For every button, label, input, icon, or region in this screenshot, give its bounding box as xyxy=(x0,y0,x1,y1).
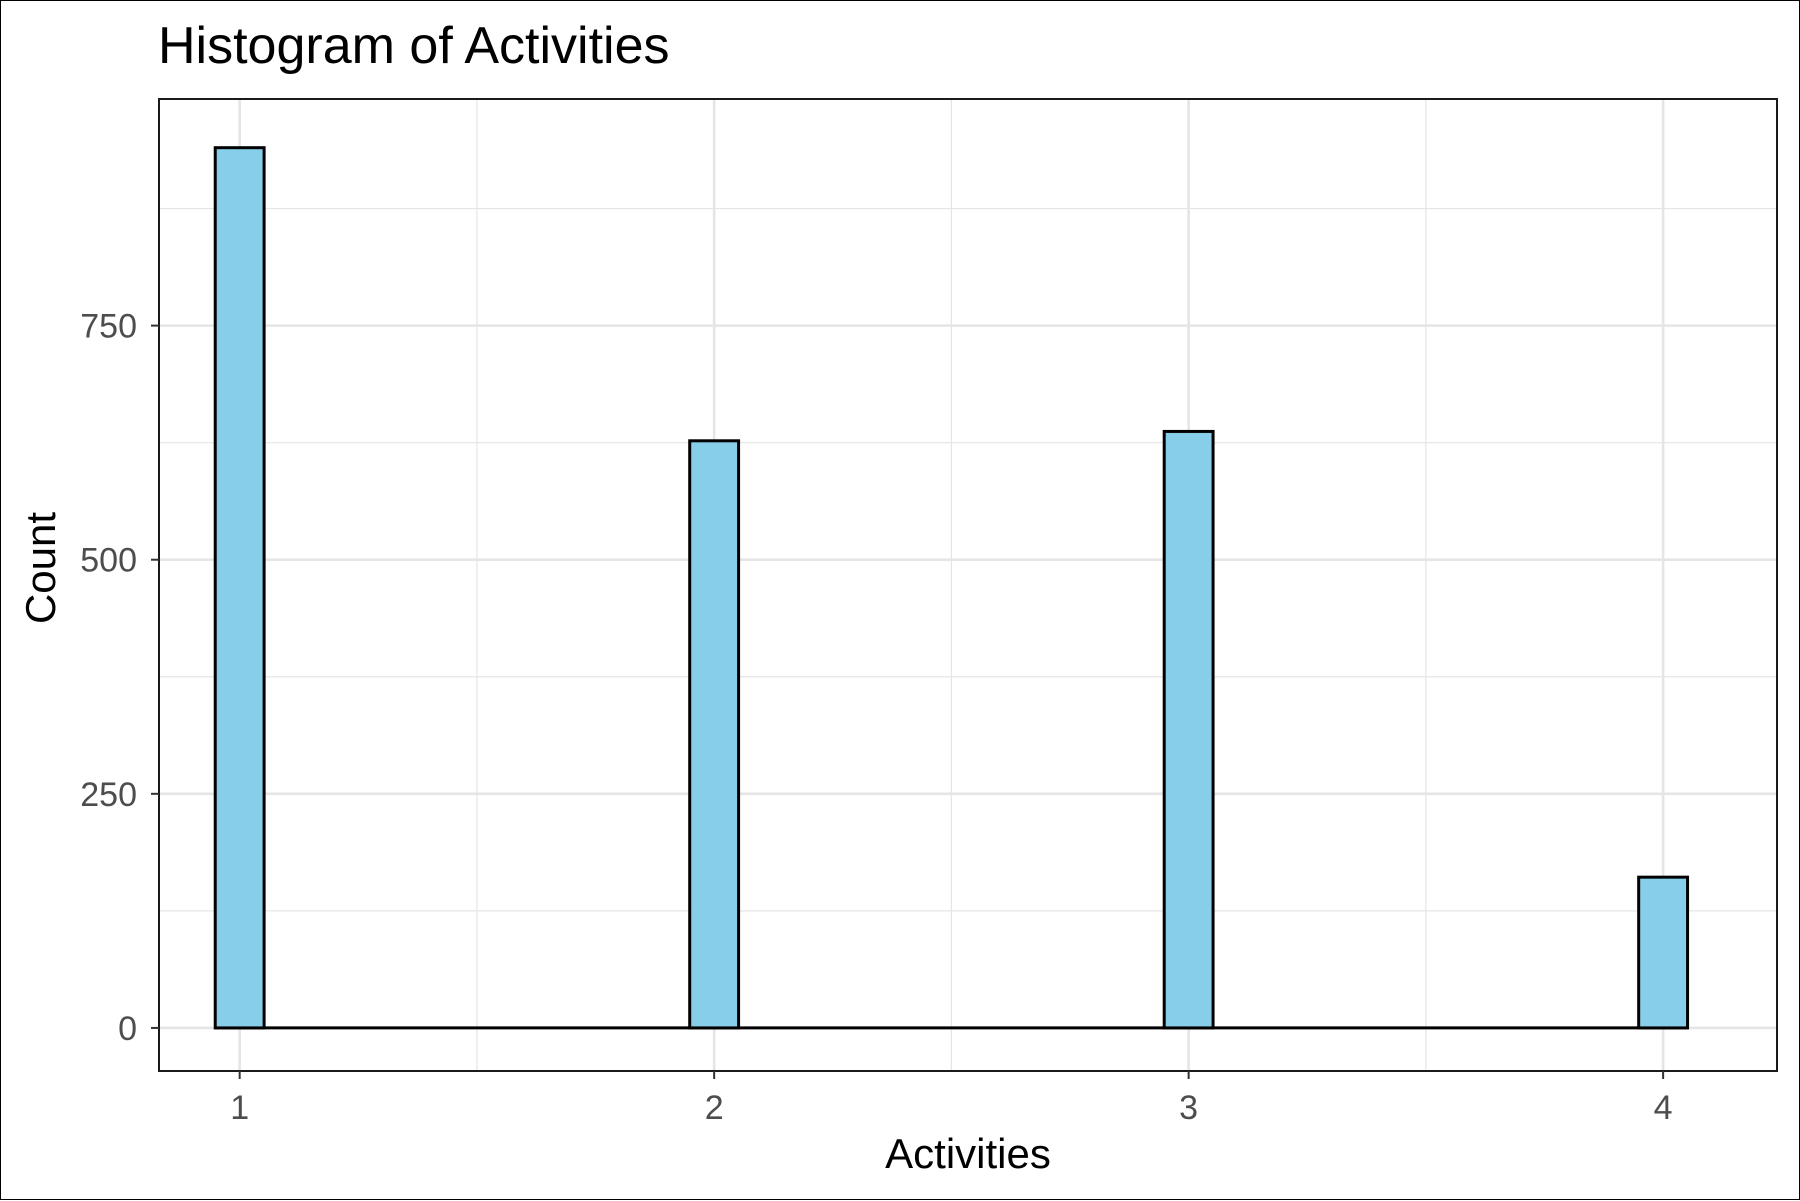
histogram-bar xyxy=(1162,429,1215,1030)
plot-panel xyxy=(159,99,1777,1071)
y-axis-ticks: 0 250 500 750 xyxy=(80,308,159,1048)
histogram-bar xyxy=(213,146,266,1030)
histogram-bar xyxy=(688,439,741,1030)
x-tick-label: 4 xyxy=(1654,1089,1673,1127)
x-tick-label: 1 xyxy=(230,1089,249,1127)
x-tick-label: 3 xyxy=(1179,1089,1198,1127)
histogram-bar xyxy=(1637,875,1690,1030)
y-axis-title: Count xyxy=(17,512,64,624)
grid-minor xyxy=(159,99,1777,1071)
y-tick-label: 250 xyxy=(80,776,137,814)
x-axis-ticks: 1 2 3 4 xyxy=(230,1071,1673,1127)
x-tick-label: 2 xyxy=(705,1089,724,1127)
chart-title: Histogram of Activities xyxy=(158,17,670,75)
y-tick-label: 500 xyxy=(80,542,137,580)
plot-border xyxy=(158,98,1778,1072)
y-tick-label: 750 xyxy=(80,308,137,346)
x-axis-title: Activities xyxy=(885,1130,1051,1177)
bars xyxy=(213,146,1690,1030)
y-tick-label: 0 xyxy=(118,1010,137,1048)
